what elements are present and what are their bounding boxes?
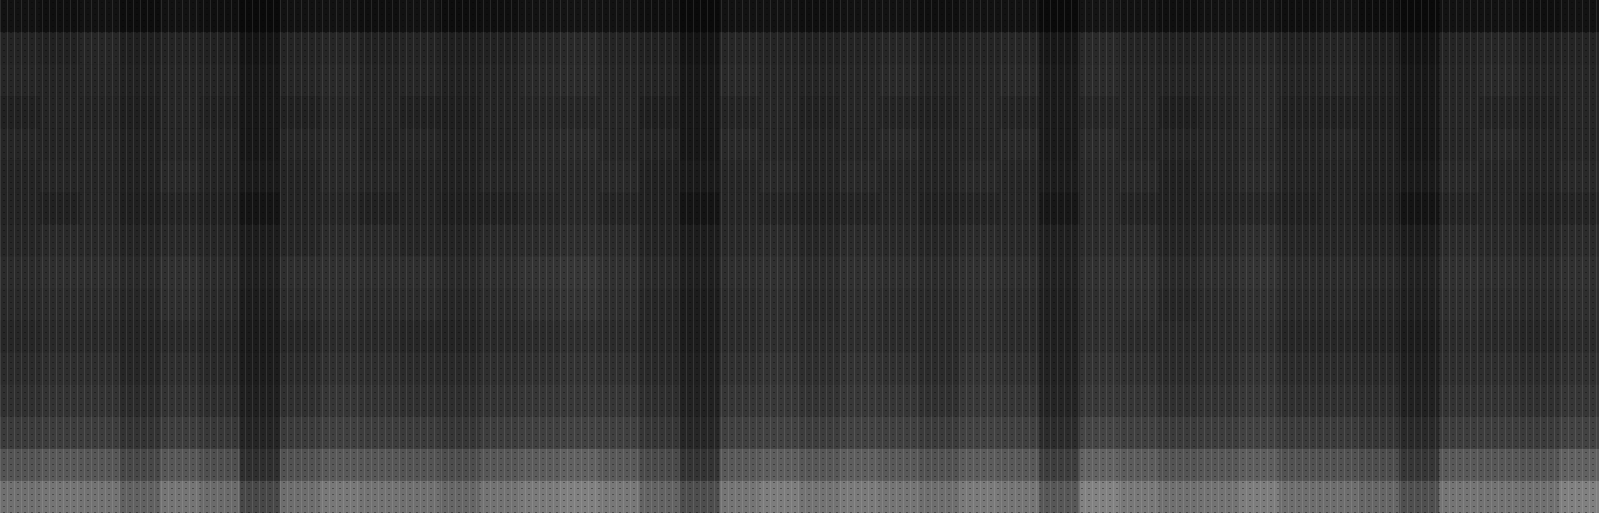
texture xyxy=(0,0,1599,513)
spectrogram xyxy=(0,0,1599,513)
cells xyxy=(0,0,1599,513)
